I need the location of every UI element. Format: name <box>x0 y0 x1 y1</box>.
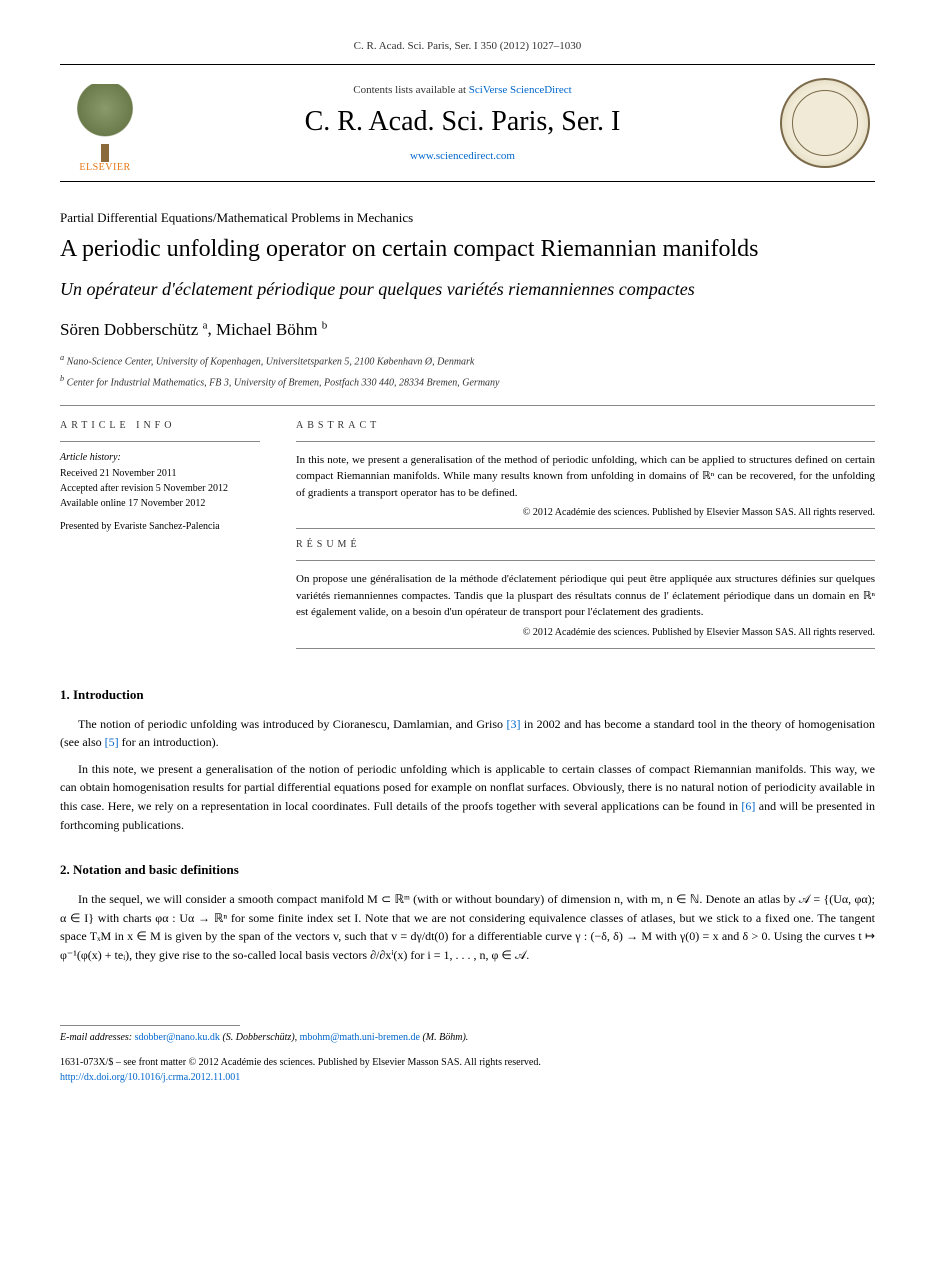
footnote-rule <box>60 1025 240 1026</box>
section-notation: 2. Notation and basic definitions In the… <box>60 862 875 964</box>
affil-a-marker: a <box>60 353 64 362</box>
doi-link[interactable]: http://dx.doi.org/10.1016/j.crma.2012.11… <box>60 1072 240 1083</box>
divider <box>60 405 875 406</box>
notation-para-1: In the sequel, we will consider a smooth… <box>60 890 875 964</box>
article-section-label: Partial Differential Equations/Mathemati… <box>60 210 875 226</box>
correspondence-line: E-mail addresses: sdobber@nano.ku.dk (S.… <box>60 1032 875 1043</box>
contents-available: Contents lists available at SciVerse Sci… <box>170 84 755 96</box>
page: C. R. Acad. Sci. Paris, Ser. I 350 (2012… <box>0 0 935 1125</box>
abstract-column: ABSTRACT In this note, we present a gene… <box>296 420 875 659</box>
article-title-english: A periodic unfolding operator on certain… <box>60 234 875 264</box>
affil-b-text: Center for Industrial Mathematics, FB 3,… <box>67 378 500 389</box>
publication-info: 1631-073X/$ – see front matter © 2012 Ac… <box>60 1055 875 1085</box>
divider <box>60 441 260 442</box>
author-1-marker: a <box>203 319 208 331</box>
elsevier-wordmark: ELSEVIER <box>79 162 130 173</box>
author-2: Michael Böhm b <box>216 320 327 339</box>
history-received: Received 21 November 2011 <box>60 466 260 481</box>
academie-seal-icon <box>780 78 870 168</box>
history-online: Available online 17 November 2012 <box>60 496 260 511</box>
issn-line: 1631-073X/$ – see front matter © 2012 Ac… <box>60 1055 875 1070</box>
intro-para-2: In this note, we present a generalisatio… <box>60 760 875 834</box>
citation-3-link[interactable]: [3] <box>506 717 520 731</box>
abstract-heading: ABSTRACT <box>296 420 875 431</box>
affil-a-text: Nano-Science Center, University of Kopen… <box>67 356 475 367</box>
abstract-text: In this note, we present a generalisatio… <box>296 452 875 502</box>
divider <box>296 441 875 442</box>
article-title-french: Un opérateur d'éclatement périodique pou… <box>60 278 875 301</box>
email-label: E-mail addresses: <box>60 1032 132 1043</box>
divider <box>296 560 875 561</box>
affiliation-a: a Nano-Science Center, University of Kop… <box>60 352 875 369</box>
email-name-2: (M. Böhm) <box>422 1032 465 1043</box>
author-1: Sören Dobberschütz a <box>60 320 207 339</box>
masthead-center: Contents lists available at SciVerse Sci… <box>170 84 755 162</box>
divider <box>296 528 875 529</box>
elsevier-logo[interactable]: ELSEVIER <box>60 73 150 173</box>
history-label: Article history: <box>60 452 260 463</box>
article-info-heading: ARTICLE INFO <box>60 420 260 431</box>
masthead: ELSEVIER Contents lists available at Sci… <box>60 64 875 182</box>
citation-6-link[interactable]: [6] <box>741 799 755 813</box>
divider <box>296 648 875 649</box>
sciencedirect-link-wrap: www.sciencedirect.com <box>170 150 755 162</box>
affil-b-marker: b <box>60 374 64 383</box>
intro-para-1: The notion of periodic unfolding was int… <box>60 715 875 752</box>
author-2-name: Michael Böhm <box>216 320 318 339</box>
running-head: C. R. Acad. Sci. Paris, Ser. I 350 (2012… <box>60 40 875 52</box>
elsevier-tree-icon <box>75 84 135 154</box>
presented-by: Presented by Evariste Sanchez-Palencia <box>60 521 260 532</box>
section-1-heading: 1. Introduction <box>60 687 875 703</box>
info-abstract-row: ARTICLE INFO Article history: Received 2… <box>60 420 875 659</box>
article-info-column: ARTICLE INFO Article history: Received 2… <box>60 420 260 659</box>
history-accepted: Accepted after revision 5 November 2012 <box>60 481 260 496</box>
author-1-name: Sören Dobberschütz <box>60 320 198 339</box>
contents-prefix: Contents lists available at <box>353 84 468 96</box>
email-link-2[interactable]: mbohm@math.uni-bremen.de <box>300 1032 420 1043</box>
resume-heading: RÉSUMÉ <box>296 539 875 550</box>
resume-copyright: © 2012 Académie des sciences. Published … <box>296 627 875 638</box>
sciencedirect-link[interactable]: www.sciencedirect.com <box>410 150 515 162</box>
intro-p1-text-a: The notion of periodic unfolding was int… <box>78 717 506 731</box>
section-introduction: 1. Introduction The notion of periodic u… <box>60 687 875 835</box>
journal-name: C. R. Acad. Sci. Paris, Ser. I <box>170 106 755 138</box>
abstract-copyright: © 2012 Académie des sciences. Published … <box>296 507 875 518</box>
author-2-marker: b <box>322 319 328 331</box>
academie-logo <box>775 73 875 173</box>
page-footer: E-mail addresses: sdobber@nano.ku.dk (S.… <box>60 1025 875 1085</box>
resume-text: On propose une généralisation de la méth… <box>296 571 875 621</box>
email-name-1: (S. Dobberschütz) <box>222 1032 294 1043</box>
affiliation-b: b Center for Industrial Mathematics, FB … <box>60 373 875 390</box>
intro-p1-text-c: for an introduction). <box>119 735 219 749</box>
email-link-1[interactable]: sdobber@nano.ku.dk <box>135 1032 220 1043</box>
sciverse-link[interactable]: SciVerse ScienceDirect <box>469 84 572 96</box>
author-list: Sören Dobberschütz a, Michael Böhm b <box>60 319 875 340</box>
citation-5-link[interactable]: [5] <box>105 735 119 749</box>
section-2-heading: 2. Notation and basic definitions <box>60 862 875 878</box>
